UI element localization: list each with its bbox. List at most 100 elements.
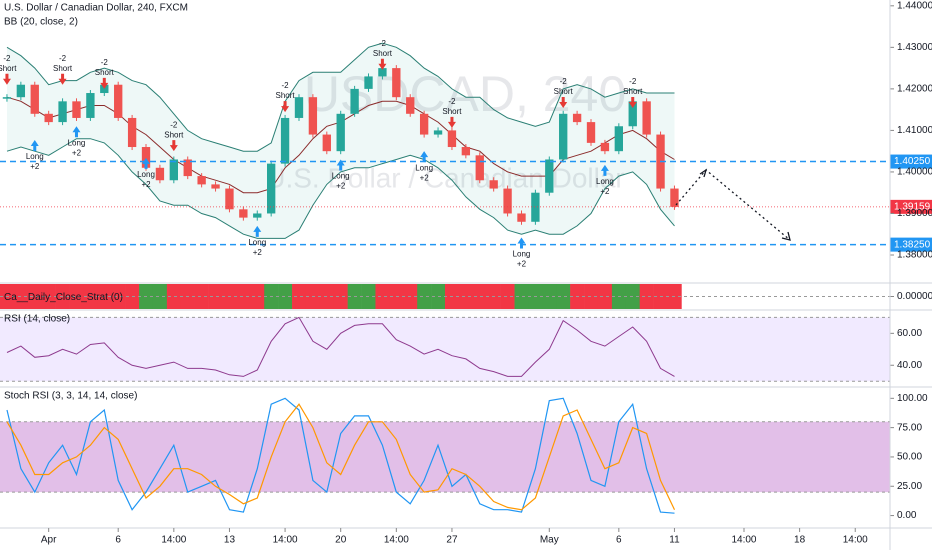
signal-score: -2 xyxy=(282,81,290,90)
candle xyxy=(72,101,81,118)
candle xyxy=(572,113,582,123)
state-block xyxy=(472,284,488,309)
pane-title: BB (20, close, 2) xyxy=(4,17,78,28)
state-block xyxy=(639,284,654,309)
candle xyxy=(586,122,596,143)
signal-arrow xyxy=(58,73,67,85)
y-tick-label: 50.00 xyxy=(897,452,922,463)
x-tick-label: 6 xyxy=(616,535,622,546)
candle xyxy=(392,68,401,98)
state-block xyxy=(194,284,209,309)
candle xyxy=(169,159,178,181)
y-tick-label: 100.00 xyxy=(897,393,928,404)
state-block xyxy=(250,284,265,309)
level-band xyxy=(0,317,890,382)
signal-label: Long xyxy=(68,138,86,147)
signal-score: +2 xyxy=(420,173,430,182)
signal-arrow xyxy=(600,164,609,176)
x-tick-label: 14:00 xyxy=(384,535,409,546)
signal-arrow xyxy=(100,77,109,89)
candle xyxy=(280,117,290,164)
y-tick-label: 1.38000 xyxy=(897,250,932,261)
signal-arrow xyxy=(30,139,39,151)
signal-score: +2 xyxy=(72,148,82,157)
y-tick-label: 0.00 xyxy=(897,510,917,521)
x-tick-label: 6 xyxy=(115,535,121,546)
candle xyxy=(294,97,304,118)
x-tick-label: 11 xyxy=(669,535,680,546)
x-tick-label: 14:00 xyxy=(731,535,756,546)
candle xyxy=(30,84,39,114)
signal-arrow xyxy=(420,151,429,163)
candle xyxy=(531,192,540,222)
y-tick-label: 0.00000 xyxy=(897,291,932,302)
candle xyxy=(364,76,373,89)
candle xyxy=(267,163,276,214)
candle xyxy=(545,159,554,193)
signal-label: Short xyxy=(53,64,73,73)
signal-score: -2 xyxy=(448,97,456,106)
signal-label: Long xyxy=(415,163,433,172)
signal-label: Short xyxy=(373,49,393,58)
candle xyxy=(503,188,512,214)
signal-arrow xyxy=(2,73,11,85)
state-block xyxy=(597,284,613,309)
signal-label: Long xyxy=(332,172,350,181)
signal-label: Short xyxy=(0,64,17,73)
state-block xyxy=(166,284,182,309)
signal-label: Long xyxy=(26,152,44,161)
x-tick-label: 14:00 xyxy=(161,535,186,546)
x-tick-label: 14:00 xyxy=(843,535,868,546)
signal-arrow xyxy=(517,237,526,249)
state-block xyxy=(375,284,390,309)
candle xyxy=(183,159,192,177)
state-block xyxy=(514,284,529,309)
candle xyxy=(86,93,95,118)
candle xyxy=(322,134,331,152)
candle xyxy=(155,167,165,181)
candle xyxy=(336,113,345,152)
y-tick-label: 1.42000 xyxy=(897,84,932,95)
y-tick-label: 1.41000 xyxy=(897,125,932,136)
candle xyxy=(114,84,123,118)
y-tick-label: 40.00 xyxy=(897,360,922,371)
state-block xyxy=(208,284,223,309)
stoch-line xyxy=(6,397,675,514)
signal-arrow xyxy=(253,225,262,237)
state-block xyxy=(278,284,293,309)
candle xyxy=(2,97,12,99)
signal-score: -2 xyxy=(59,54,67,63)
y-tick-label: 75.00 xyxy=(897,422,922,433)
signal-label: Long xyxy=(513,250,531,259)
level-label: 1.40250 xyxy=(894,156,931,167)
x-tick-label: 13 xyxy=(224,535,236,546)
signal-arrow xyxy=(142,157,151,169)
signal-label: Short xyxy=(623,87,643,96)
signal-label: Long xyxy=(248,238,266,247)
candle xyxy=(475,155,484,181)
signal-score: -2 xyxy=(170,120,178,129)
candle xyxy=(44,113,53,123)
level-label: 1.38250 xyxy=(894,239,931,250)
signal-score: +2 xyxy=(30,162,40,171)
state-block xyxy=(500,284,515,309)
signal-label: Long xyxy=(596,177,614,186)
candle xyxy=(141,147,151,168)
x-tick-label: May xyxy=(540,535,559,546)
state-block xyxy=(111,284,126,309)
candle xyxy=(642,101,651,135)
state-block xyxy=(333,284,348,309)
signal-score: -2 xyxy=(560,77,568,86)
pane-title: U.S. Dollar / Canadian Dollar, 240, FXCM xyxy=(4,3,188,14)
candle xyxy=(433,130,443,135)
candle xyxy=(308,97,318,135)
candle xyxy=(350,88,359,114)
candle xyxy=(378,68,387,77)
projection-arrow xyxy=(699,168,791,241)
signal-score: +2 xyxy=(517,260,527,269)
state-block xyxy=(292,284,307,309)
candle xyxy=(628,101,637,127)
signal-arrow xyxy=(281,101,290,113)
